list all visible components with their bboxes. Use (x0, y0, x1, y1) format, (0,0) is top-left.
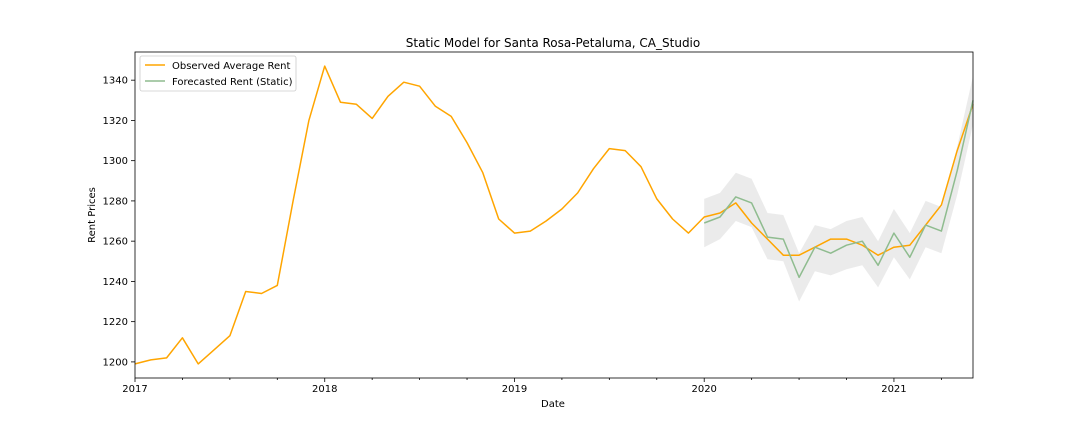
x-tick-label: 2019 (502, 384, 527, 395)
x-tick-label: 2018 (312, 384, 337, 395)
forecast-confidence-band (704, 76, 973, 302)
series-line-forecasted-rent-static (703, 100, 974, 279)
x-tick-label: 2017 (122, 384, 147, 395)
legend-label-observed: Observed Average Rent (172, 61, 291, 72)
x-axis-title: Date (541, 399, 565, 410)
x-axis: 2017 2018 2019 2020 2021 (122, 378, 942, 395)
y-tick-label: 1220 (103, 317, 128, 328)
series-line-observed-average-rent (134, 65, 974, 365)
y-tick-label: 1320 (103, 116, 128, 127)
confidence-band-layer (704, 76, 973, 302)
x-tick-label: 2020 (691, 384, 716, 395)
x-tick-label: 2021 (881, 384, 906, 395)
legend-box (139, 55, 297, 92)
y-tick-label: 1240 (103, 277, 128, 288)
y-axis: 1200 1220 1240 1260 1280 1300 1320 1340 (103, 76, 135, 368)
series-layer (134, 65, 974, 365)
y-tick-label: 1340 (103, 76, 128, 87)
plot-area (134, 51, 974, 379)
legend: Observed Average Rent Forecasted Rent (S… (139, 55, 297, 92)
y-tick-label: 1260 (103, 237, 128, 248)
chart-title: Static Model for Santa Rosa-Petaluma, CA… (406, 36, 700, 50)
legend-label-forecast: Forecasted Rent (Static) (172, 77, 293, 88)
y-tick-label: 1300 (103, 156, 128, 167)
y-tick-label: 1200 (103, 357, 128, 368)
y-tick-label: 1280 (103, 196, 128, 207)
y-axis-title: Rent Prices (87, 187, 98, 243)
